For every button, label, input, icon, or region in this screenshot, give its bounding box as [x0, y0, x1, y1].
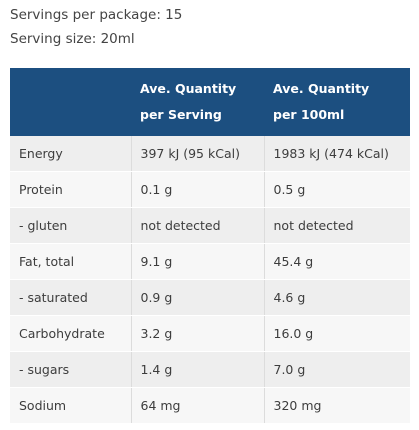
per-serving-value: 9.1 g: [130, 243, 264, 280]
header-per-serving-line1: Ave. Quantity: [140, 81, 237, 96]
table-row: - sugars 1.4 g 7.0 g: [10, 351, 410, 388]
table-row: Protein 0.1 g 0.5 g: [10, 171, 410, 208]
header-per-serving-line2: per Serving: [140, 107, 222, 122]
per-100ml-value: 7.0 g: [263, 351, 410, 388]
header-per-serving: Ave. Quantity per Serving: [131, 68, 264, 136]
table-body: Energy 397 kJ (95 kCal) 1983 kJ (474 kCa…: [10, 135, 410, 424]
per-serving-value: 397 kJ (95 kCal): [130, 135, 264, 172]
header-per-100ml-line1: Ave. Quantity: [273, 81, 370, 96]
table-row: - gluten not detected not detected: [10, 207, 410, 244]
table-row: Energy 397 kJ (95 kCal) 1983 kJ (474 kCa…: [10, 135, 410, 172]
per-100ml-value: 320 mg: [263, 387, 410, 424]
per-100ml-value: 45.4 g: [263, 243, 410, 280]
nutrient-name: Energy: [10, 135, 131, 172]
per-100ml-value: 1983 kJ (474 kCal): [263, 135, 410, 172]
table-row: Fat, total 9.1 g 45.4 g: [10, 243, 410, 280]
header-per-100ml: Ave. Quantity per 100ml: [264, 68, 410, 136]
per-100ml-value: not detected: [263, 207, 410, 244]
table-row: Sodium 64 mg 320 mg: [10, 387, 410, 424]
per-serving-value: 3.2 g: [130, 315, 264, 352]
header-per-100ml-line2: per 100ml: [273, 107, 345, 122]
nutrient-name: Protein: [10, 171, 131, 208]
per-serving-value: 1.4 g: [130, 351, 264, 388]
nutrient-name: Sodium: [10, 387, 131, 424]
per-serving-value: 0.9 g: [130, 279, 264, 316]
nutrient-name: Carbohydrate: [10, 315, 131, 352]
nutrition-table: Ave. Quantity per Serving Ave. Quantity …: [10, 68, 410, 424]
nutrient-name: Fat, total: [10, 243, 131, 280]
per-100ml-value: 4.6 g: [263, 279, 410, 316]
serving-size: Serving size: 20ml: [10, 31, 135, 47]
table-header: Ave. Quantity per Serving Ave. Quantity …: [10, 68, 410, 136]
per-100ml-value: 16.0 g: [263, 315, 410, 352]
nutrient-name: - gluten: [10, 207, 131, 244]
per-serving-value: 0.1 g: [130, 171, 264, 208]
per-100ml-value: 0.5 g: [263, 171, 410, 208]
nutrient-name: - saturated: [10, 279, 131, 316]
table-row: - saturated 0.9 g 4.6 g: [10, 279, 410, 316]
header-row: Ave. Quantity per Serving Ave. Quantity …: [10, 68, 410, 136]
table-row: Carbohydrate 3.2 g 16.0 g: [10, 315, 410, 352]
nutrient-name: - sugars: [10, 351, 131, 388]
header-nutrient-column: [10, 68, 131, 136]
servings-per-package: Servings per package: 15: [10, 7, 183, 23]
per-serving-value: 64 mg: [130, 387, 264, 424]
per-serving-value: not detected: [130, 207, 264, 244]
